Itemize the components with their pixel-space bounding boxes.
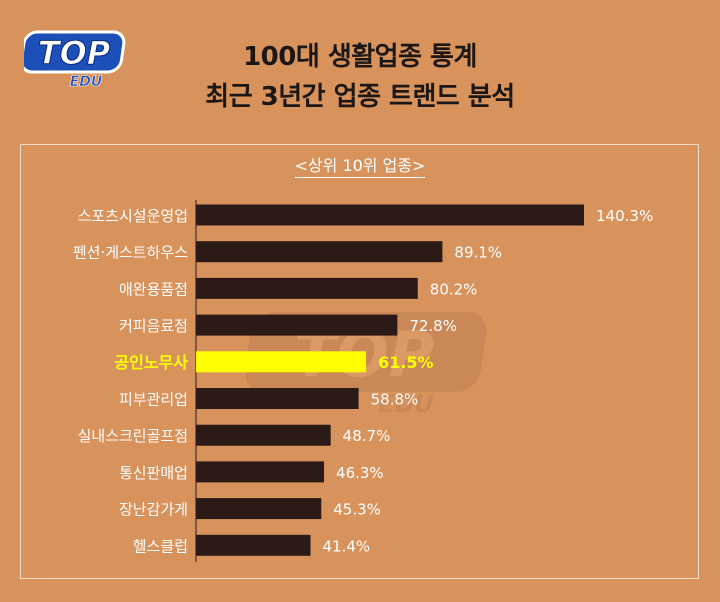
data-label: 46.3% [336, 464, 384, 482]
chart-title: <상위 10위 업종> [0, 152, 720, 178]
data-label: 89.1% [454, 244, 502, 262]
category-label: 헬스클럽 [133, 537, 188, 555]
category-label: 통신판매업 [119, 464, 188, 482]
bar [196, 534, 311, 556]
bar [196, 424, 331, 446]
category-label: 펜션·게스트하우스 [73, 244, 188, 262]
bar [196, 388, 359, 409]
logo-graphic: TOP EDU [19, 30, 126, 90]
category-label: 피부관리업 [119, 391, 188, 409]
category-label: 커피음료점 [119, 317, 188, 335]
data-label: 58.8% [371, 391, 419, 409]
category-label: 실내스크린골프점 [78, 427, 188, 445]
chart-title-text: <상위 10위 업종> [294, 156, 426, 178]
page-title: 100대 생활업종 통계 [243, 42, 477, 72]
top-edu-logo: TOP EDU [19, 28, 134, 90]
bar [196, 498, 322, 520]
data-label: 80.2% [430, 280, 478, 298]
bar [196, 314, 398, 336]
chart-panel [20, 144, 699, 579]
data-label: 48.7% [343, 427, 391, 445]
category-label: 애완용품점 [119, 280, 188, 298]
category-label: 스포츠시설운영업 [78, 207, 188, 225]
data-label: 72.8% [409, 317, 457, 335]
svg-text:TOP: TOP [38, 34, 111, 72]
data-label: 140.3% [596, 207, 653, 225]
category-label: 장난감가게 [119, 501, 188, 519]
data-label: 61.5% [378, 353, 434, 372]
bar [196, 351, 367, 373]
category-label: 공인노무사 [114, 353, 188, 372]
page-subtitle: 최근 3년간 업종 트랜드 분석 [205, 82, 515, 112]
bar [196, 241, 443, 263]
bar [196, 461, 325, 483]
data-label: 41.4% [322, 537, 370, 555]
svg-text:EDU: EDU [70, 74, 103, 90]
bar [196, 277, 418, 299]
svg-text:EDU: EDU [378, 390, 434, 416]
bar [196, 204, 584, 226]
data-label: 45.3% [333, 501, 381, 519]
